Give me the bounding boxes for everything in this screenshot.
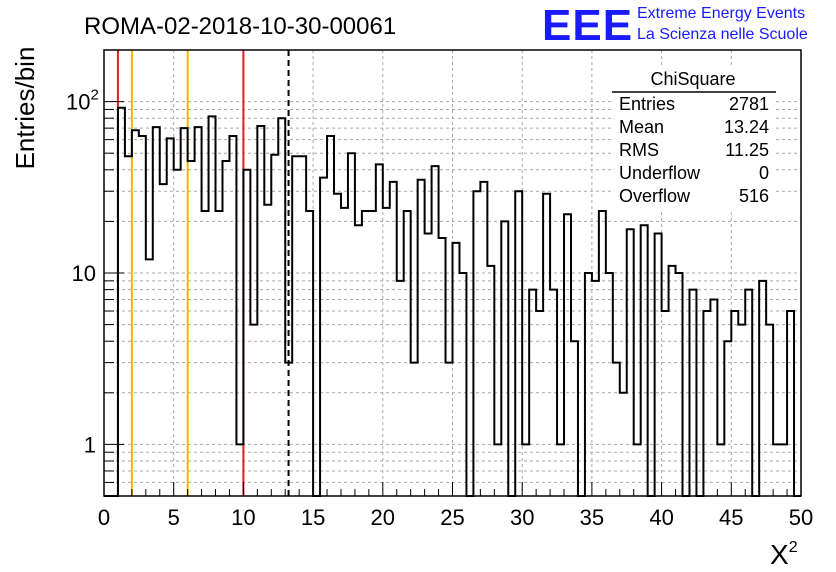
stats-label: Entries bbox=[619, 94, 675, 114]
stats-label: Mean bbox=[619, 117, 664, 137]
stats-label: Overflow bbox=[619, 186, 691, 206]
x-tick-label: 40 bbox=[649, 505, 673, 530]
stats-box: ChiSquare Entries 2781 Mean 13.24 RMS 11.25 Un… bbox=[612, 66, 776, 212]
x-tick-label: 15 bbox=[301, 505, 325, 530]
eee-logo: EEE Extreme Energy Events La Scienza nel… bbox=[542, 1, 808, 50]
stats-value: 11.25 bbox=[725, 140, 769, 160]
x-tick-label: 45 bbox=[719, 505, 743, 530]
y-axis-label: Entries/bin bbox=[10, 47, 40, 170]
x-tick-label: 25 bbox=[440, 505, 464, 530]
stats-value: 0 bbox=[759, 163, 769, 183]
eee-logo-line2: La Scienza nelle Scuole bbox=[637, 26, 808, 43]
stats-value: 516 bbox=[739, 186, 769, 206]
stats-label: RMS bbox=[619, 140, 659, 160]
chart-title: ROMA-02-2018-10-30-00061 bbox=[84, 13, 396, 40]
x-tick-label: 0 bbox=[98, 505, 110, 530]
stats-value: 2781 bbox=[729, 94, 769, 114]
x-axis-label-superscript: 2 bbox=[789, 539, 798, 556]
stats-label: Underflow bbox=[619, 163, 701, 183]
x-ticks: 0 5 10 15 20 25 30 35 40 45 50 bbox=[98, 482, 813, 530]
y-ticks: 1 10 102 bbox=[66, 49, 124, 497]
x-tick-label: 30 bbox=[510, 505, 534, 530]
stats-title: ChiSquare bbox=[650, 69, 735, 89]
x-tick-label: 20 bbox=[371, 505, 395, 530]
stats-value: 13.24 bbox=[724, 117, 769, 137]
eee-logo-mark: EEE bbox=[542, 1, 633, 50]
histogram-outline bbox=[104, 106, 801, 497]
y-tick-label: 1 bbox=[84, 432, 96, 457]
x-tick-label: 5 bbox=[168, 505, 180, 530]
y-tick-label: 10 bbox=[72, 261, 96, 286]
x-tick-label: 10 bbox=[231, 505, 255, 530]
y-tick-label: 102 bbox=[66, 87, 99, 115]
x-tick-label: 50 bbox=[789, 505, 813, 530]
x-tick-label: 35 bbox=[580, 505, 604, 530]
eee-logo-line1: Extreme Energy Events bbox=[637, 5, 805, 22]
x-axis-label: X2 bbox=[770, 539, 798, 570]
stats-rows: Entries 2781 Mean 13.24 RMS 11.25 Underflow 0 Ov… bbox=[619, 94, 769, 206]
